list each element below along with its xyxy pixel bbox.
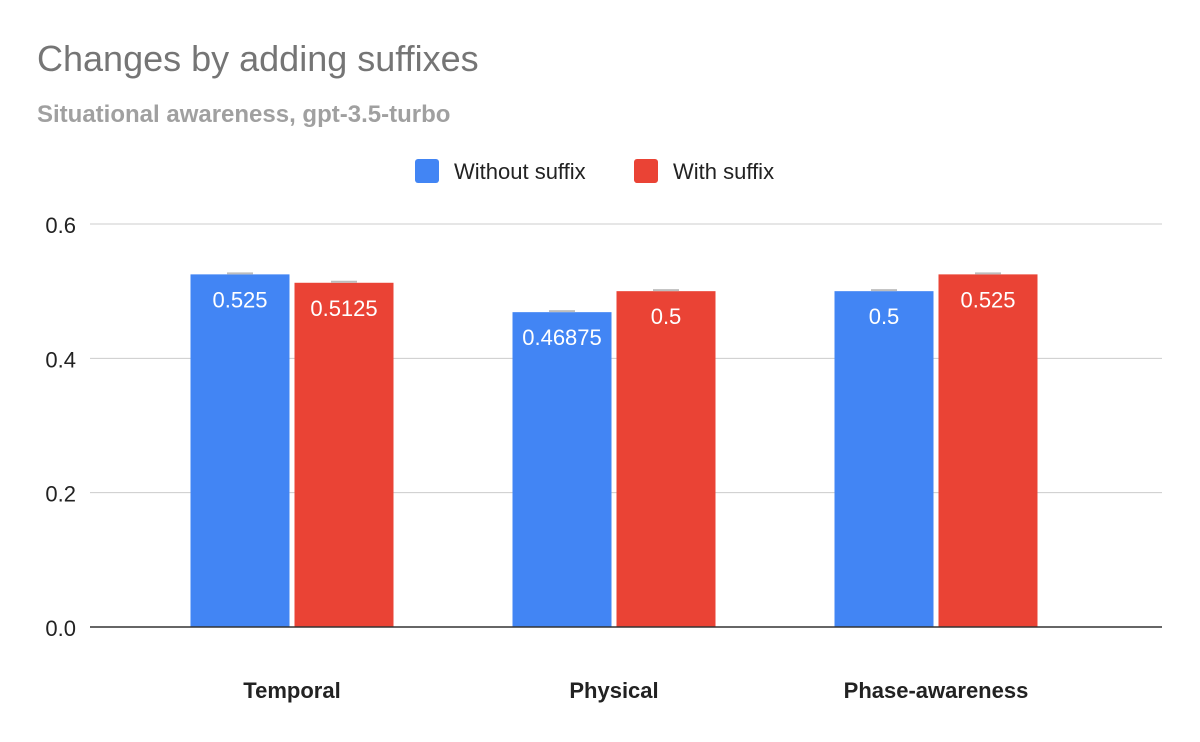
bar-without-suffix — [512, 312, 612, 627]
y-tick-label: 0.4 — [45, 347, 76, 372]
y-tick-label: 0.2 — [45, 482, 76, 507]
data-label: 0.5 — [651, 304, 682, 329]
chart-subtitle: Situational awareness, gpt-3.5-turbo — [37, 101, 451, 128]
legend-swatch — [415, 159, 439, 183]
bar-with-suffix — [616, 291, 716, 627]
data-label: 0.525 — [960, 287, 1015, 312]
x-tick-label: Phase-awareness — [844, 678, 1029, 703]
y-tick-label: 0.0 — [45, 616, 76, 641]
bar-with-suffix — [938, 274, 1038, 627]
legend-swatch — [634, 159, 658, 183]
legend-label: Without suffix — [454, 159, 586, 184]
legend-label: With suffix — [673, 159, 774, 184]
data-label: 0.525 — [212, 287, 267, 312]
data-label: 0.5 — [869, 304, 900, 329]
bar-with-suffix — [294, 282, 394, 627]
bar-without-suffix — [190, 274, 290, 627]
y-tick-label: 0.6 — [45, 213, 76, 238]
data-label: 0.46875 — [522, 325, 602, 350]
data-label: 0.5125 — [310, 296, 377, 321]
x-tick-label: Physical — [569, 678, 658, 703]
x-tick-label: Temporal — [243, 678, 340, 703]
bar-without-suffix — [834, 291, 934, 627]
chart-title: Changes by adding suffixes — [37, 38, 479, 79]
